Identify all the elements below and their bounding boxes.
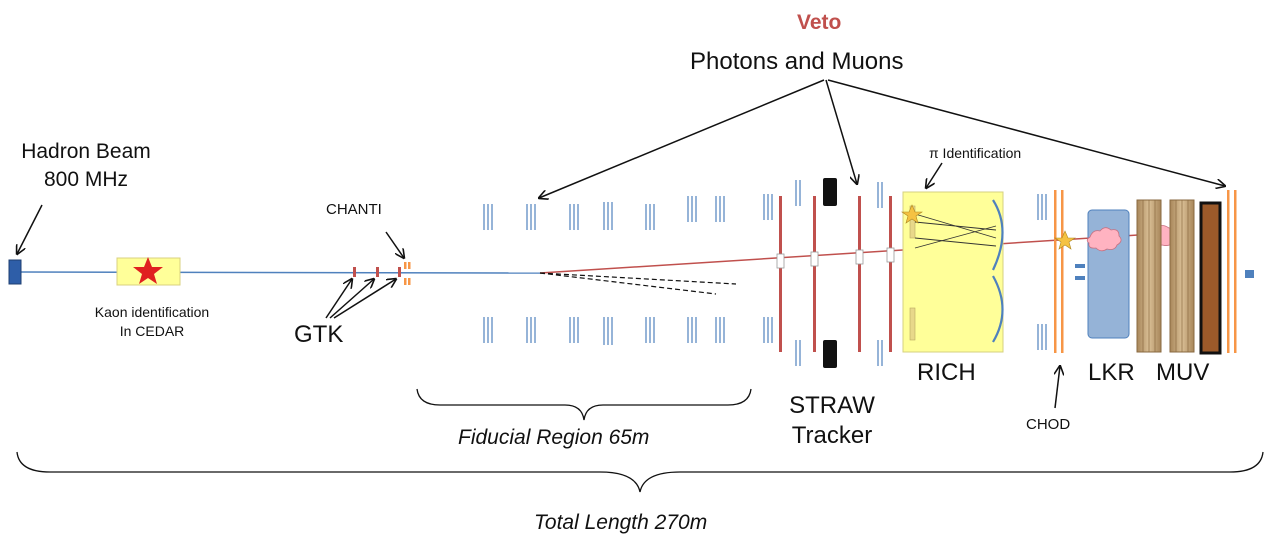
chod-label: CHOD [1026, 416, 1071, 433]
decay-track-2 [539, 272, 717, 295]
chod-star-icon [1054, 230, 1076, 250]
lkr-label: LKR [1088, 359, 1135, 386]
hadron-beam-line1: Hadron Beam [21, 140, 151, 163]
muv-veto-plane-2 [1234, 190, 1237, 353]
photons-muons-label: Photons and Muons [690, 48, 904, 75]
rich-star-icon [901, 204, 923, 224]
kaon-identification-label: Kaon identification In CEDAR [72, 305, 232, 338]
straw-line2: Tracker [791, 422, 873, 449]
total-length-label: Total Length 270m [534, 511, 708, 534]
shower-cloud-1 [1086, 227, 1122, 252]
gtk-station-1 [353, 267, 356, 277]
pi-identification-label: π Identification [929, 145, 1022, 161]
pi-id-arrow [926, 162, 943, 188]
gtk-station-2 [376, 267, 379, 277]
rich-label: RICH [917, 359, 976, 386]
kaon-id-line2: In CEDAR [119, 323, 185, 339]
muv-iron-wall [1199, 201, 1222, 355]
gtk-station-3 [398, 267, 401, 277]
rich-mirror-bottom [992, 275, 1004, 343]
chanti-block-top-1 [404, 262, 407, 269]
beam-source [8, 259, 22, 285]
chod-small-block-2 [1075, 276, 1085, 280]
kaon-id-line1: Kaon identification [94, 304, 210, 320]
chod-small-block-1 [1075, 264, 1085, 268]
rich-light-paths [914, 213, 997, 249]
chanti-label: CHANTI [326, 201, 382, 218]
muv-veto-plane-1 [1227, 190, 1230, 353]
rich-vessel [902, 191, 1004, 353]
magnet-top [823, 178, 837, 206]
gtk-arrow-3 [333, 279, 396, 319]
beam-line [19, 271, 541, 274]
beam-end-marker [1245, 270, 1254, 278]
veto-title: Veto [797, 11, 842, 34]
veto-arrow-3 [827, 79, 1225, 186]
chanti-arrow [385, 231, 404, 258]
gtk-arrow-2 [329, 279, 374, 319]
rich-tube-bottom [909, 307, 916, 341]
fiducial-brace [416, 388, 752, 421]
chanti-block-bot-1 [404, 278, 407, 285]
muv-label: MUV [1156, 359, 1210, 386]
chanti-block-bot-2 [408, 278, 411, 285]
straw-tracker-label: STRAW Tracker [772, 394, 892, 448]
hadron-beam-arrow [17, 204, 43, 254]
hadron-beam-line2: 800 MHz [43, 168, 129, 191]
muv-texture [1142, 200, 1189, 352]
chod-plane-1 [1054, 190, 1057, 353]
fiducial-region-label: Fiducial Region 65m [458, 426, 650, 449]
total-brace [16, 451, 1264, 493]
chod-plane-2 [1061, 190, 1064, 353]
gtk-label: GTK [294, 321, 344, 348]
chanti-block-top-2 [408, 262, 411, 269]
chod-arrow [1055, 366, 1060, 409]
fiducial-veto-stations [483, 180, 1047, 366]
veto-arrow-1 [539, 79, 825, 198]
rich-mirror-top [992, 199, 1004, 271]
hadron-beam-label: Hadron Beam 800 MHz [6, 141, 166, 190]
straw-line1: STRAW [789, 392, 875, 419]
decay-track-1 [539, 272, 737, 285]
magnet-bottom [823, 340, 837, 368]
gtk-arrow-1 [325, 279, 352, 319]
veto-arrow-2 [825, 79, 857, 184]
kaon-star-icon [133, 257, 163, 284]
straw-chambers [776, 196, 895, 352]
